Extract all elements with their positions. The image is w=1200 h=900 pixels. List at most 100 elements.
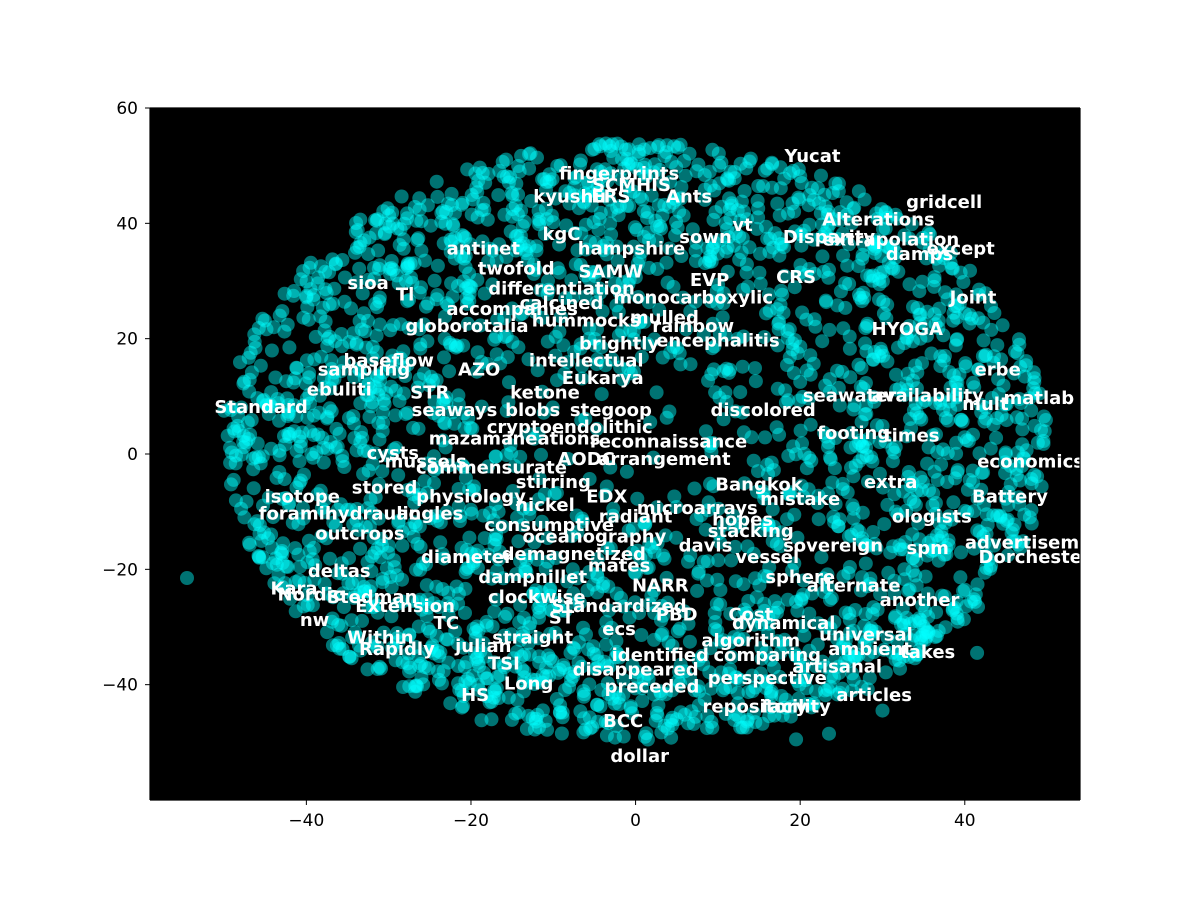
scatter-point bbox=[632, 251, 647, 266]
scatter-point bbox=[950, 375, 965, 390]
scatter-point bbox=[1012, 497, 1027, 512]
scatter-point bbox=[308, 558, 323, 573]
scatter-point bbox=[499, 448, 514, 462]
scatter-point bbox=[822, 262, 836, 277]
scatter-point bbox=[280, 391, 295, 406]
scatter-point bbox=[735, 231, 750, 246]
scatter-point bbox=[635, 681, 650, 696]
scatter-point bbox=[846, 623, 861, 638]
scatter-point bbox=[299, 274, 314, 289]
scatter-point bbox=[789, 447, 803, 462]
scatter-point bbox=[402, 521, 417, 536]
scatter-point bbox=[822, 322, 837, 337]
scatter-point bbox=[994, 408, 1009, 423]
scatter-point bbox=[953, 265, 968, 280]
scatter-point bbox=[357, 584, 372, 599]
scatter-point bbox=[866, 352, 880, 367]
scatter-point bbox=[644, 540, 659, 555]
scatter-point bbox=[767, 594, 782, 609]
scatter-point bbox=[411, 619, 426, 634]
scatter-point bbox=[795, 619, 810, 633]
scatter-point bbox=[612, 650, 627, 665]
scatter-point bbox=[880, 297, 895, 312]
scatter-point bbox=[778, 383, 793, 398]
scatter-point bbox=[634, 628, 649, 642]
scatter-point bbox=[683, 671, 698, 686]
scatter-point bbox=[517, 670, 532, 685]
scatter-point bbox=[420, 592, 435, 607]
word-label: dynamical bbox=[732, 613, 836, 634]
scatter-point bbox=[628, 263, 643, 278]
scatter-point bbox=[830, 363, 845, 378]
scatter-point bbox=[381, 545, 396, 560]
scatter-point bbox=[567, 642, 582, 657]
scatter-point bbox=[766, 240, 781, 255]
scatter-point bbox=[628, 270, 643, 285]
scatter-point bbox=[467, 479, 481, 494]
scatter-point bbox=[998, 466, 1013, 481]
scatter-point bbox=[278, 576, 292, 591]
scatter-point bbox=[370, 300, 384, 315]
word-label: radiant bbox=[599, 506, 673, 527]
scatter-point bbox=[516, 610, 531, 625]
scatter-point bbox=[303, 424, 318, 439]
scatter-point bbox=[832, 213, 847, 228]
scatter-point bbox=[851, 259, 866, 274]
scatter-point bbox=[769, 420, 784, 435]
scatter-point bbox=[409, 678, 424, 693]
scatter-point bbox=[718, 681, 732, 696]
scatter-point bbox=[972, 282, 987, 297]
scatter-point bbox=[407, 256, 422, 271]
scatter-point bbox=[795, 305, 810, 320]
scatter-point bbox=[372, 294, 387, 309]
scatter-point bbox=[681, 554, 695, 569]
scatter-point bbox=[949, 332, 964, 347]
word-label: mulled bbox=[630, 308, 699, 329]
scatter-point bbox=[575, 514, 590, 529]
scatter-point bbox=[413, 487, 428, 502]
scatter-point bbox=[648, 713, 663, 728]
scatter-point bbox=[665, 638, 680, 653]
scatter-point bbox=[375, 571, 390, 586]
scatter-point bbox=[597, 654, 612, 669]
scatter-point bbox=[925, 428, 940, 443]
scatter-point bbox=[681, 616, 696, 631]
scatter-point bbox=[799, 312, 814, 327]
scatter-point bbox=[711, 526, 726, 541]
scatter-point bbox=[962, 316, 977, 331]
scatter-point bbox=[716, 633, 731, 648]
scatter-point bbox=[898, 627, 913, 642]
scatter-point bbox=[746, 453, 761, 468]
scatter-point bbox=[526, 586, 541, 601]
scatter-point bbox=[527, 722, 542, 737]
scatter-point bbox=[406, 487, 421, 502]
scatter-point bbox=[241, 350, 256, 365]
scatter-point bbox=[400, 258, 415, 273]
scatter-point bbox=[956, 612, 971, 627]
scatter-point bbox=[296, 398, 311, 413]
scatter-point bbox=[673, 137, 688, 152]
word-label: extrapolation bbox=[822, 230, 959, 251]
scatter-point bbox=[957, 306, 972, 321]
scatter-point bbox=[797, 670, 812, 685]
scatter-point bbox=[852, 454, 867, 469]
scatter-point bbox=[775, 525, 789, 540]
scatter-point bbox=[950, 611, 965, 626]
scatter-point bbox=[310, 487, 325, 502]
scatter-point bbox=[865, 273, 880, 288]
scatter-point bbox=[665, 683, 680, 698]
scatter-point bbox=[491, 552, 506, 567]
scatter-point bbox=[402, 664, 417, 679]
scatter-point bbox=[491, 691, 506, 705]
scatter-point bbox=[920, 624, 935, 639]
scatter-point bbox=[1009, 410, 1024, 425]
word-label: Dorchester bbox=[979, 547, 1091, 568]
scatter-point bbox=[468, 625, 483, 640]
scatter-point bbox=[423, 218, 438, 233]
word-label: baseflow bbox=[344, 351, 434, 372]
scatter-point bbox=[441, 585, 456, 600]
scatter-point bbox=[567, 664, 582, 679]
scatter-point bbox=[866, 352, 881, 367]
scatter-point bbox=[271, 567, 286, 582]
scatter-point bbox=[649, 500, 664, 515]
